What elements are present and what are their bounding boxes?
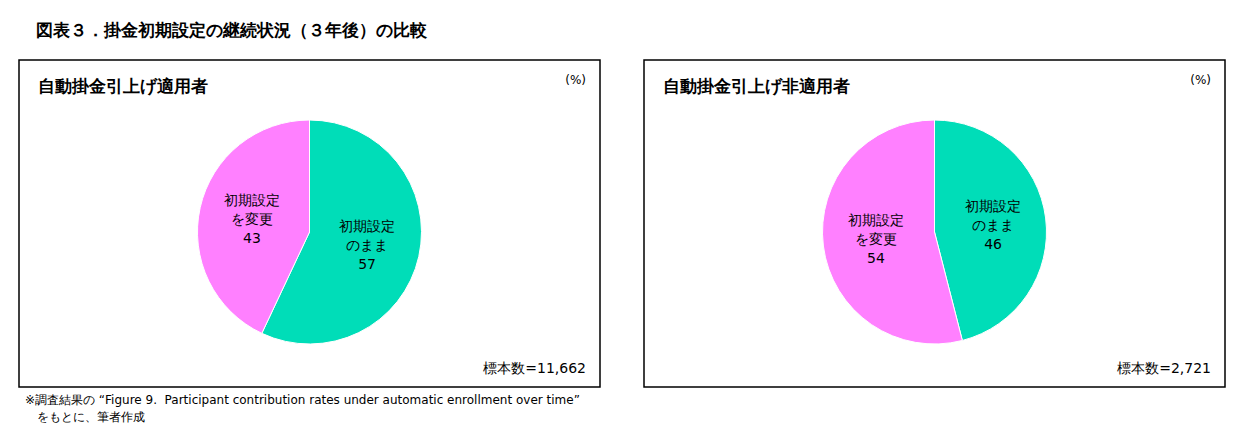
svg-text:図表３．掛金初期設定の継続状況（３年後）の比較: 図表３．掛金初期設定の継続状況（３年後）の比較 — [36, 20, 428, 40]
svg-text:(%): (%) — [1190, 73, 1211, 87]
svg-text:を変更: を変更 — [855, 231, 897, 247]
svg-text:標本数=11,662: 標本数=11,662 — [483, 360, 586, 376]
svg-text:のまま: のまま — [346, 237, 388, 253]
svg-text:57: 57 — [358, 256, 376, 272]
svg-text:初期設定: 初期設定 — [339, 218, 395, 234]
svg-text:54: 54 — [867, 250, 885, 266]
svg-text:46: 46 — [984, 236, 1002, 252]
svg-text:を変更: を変更 — [231, 211, 273, 227]
svg-text:のまま: のまま — [972, 217, 1014, 233]
svg-text:をもとに、筆者作成: をもとに、筆者作成 — [25, 410, 145, 424]
svg-text:43: 43 — [243, 230, 261, 246]
svg-text:※調査結果の “Figure 9. Participant: ※調査結果の “Figure 9. Participant contributi… — [25, 393, 580, 407]
svg-text:自動掛金引上げ適用者: 自動掛金引上げ適用者 — [38, 76, 208, 96]
svg-text:自動掛金引上げ非適用者: 自動掛金引上げ非適用者 — [663, 76, 850, 96]
svg-text:初期設定: 初期設定 — [848, 212, 904, 228]
svg-text:初期設定: 初期設定 — [965, 198, 1021, 214]
svg-text:標本数=2,721: 標本数=2,721 — [1117, 360, 1211, 376]
svg-text:(%): (%) — [565, 73, 586, 87]
svg-text:初期設定: 初期設定 — [224, 192, 280, 208]
